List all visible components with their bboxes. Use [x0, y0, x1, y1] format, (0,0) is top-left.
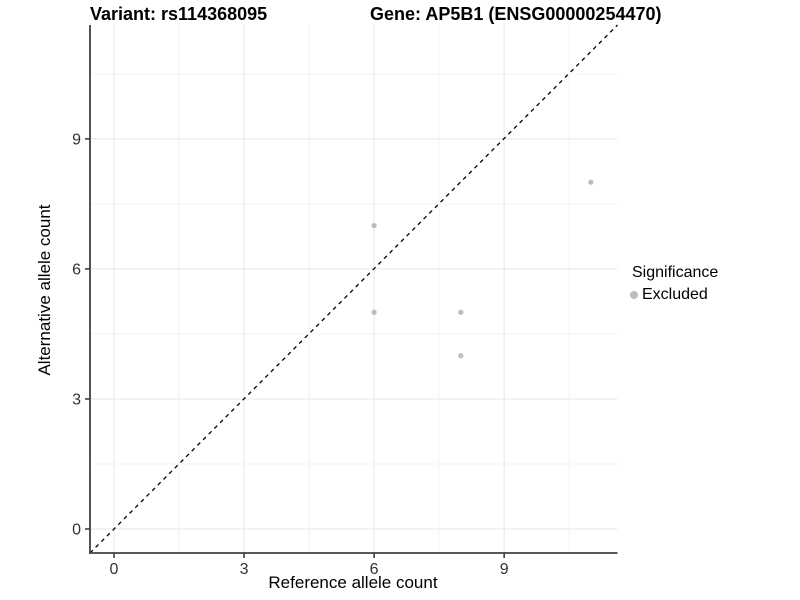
y-tick-label: 9 — [72, 131, 81, 148]
y-tick-label: 6 — [72, 261, 81, 278]
legend-item-label: Excluded — [642, 286, 708, 303]
data-point — [458, 353, 464, 359]
y-tick-label: 0 — [72, 522, 81, 539]
data-point — [371, 222, 377, 229]
legend-point-icon — [630, 291, 638, 299]
y-tick-label: 3 — [72, 391, 81, 408]
data-point — [458, 309, 464, 315]
plot-title-variant: Variant: rs114368095 — [90, 4, 268, 24]
legend: Significance Excluded — [630, 263, 718, 304]
x-tick-label: 0 — [110, 561, 119, 578]
x-tick-label: 6 — [370, 561, 379, 578]
x-tick-label: 3 — [240, 561, 249, 578]
x-axis-title: Reference allele count — [268, 573, 438, 592]
data-point — [371, 309, 377, 315]
y-axis-title: Alternative allele count — [35, 204, 54, 376]
identity-dashed-line — [89, 24, 618, 554]
legend-title: Significance — [632, 264, 719, 281]
plot-title-gene: Gene: AP5B1 (ENSG00000254470) — [370, 4, 662, 24]
x-tick-label: 9 — [500, 561, 509, 578]
data-point — [588, 179, 594, 185]
legend-item-excluded: Excluded — [630, 286, 718, 304]
